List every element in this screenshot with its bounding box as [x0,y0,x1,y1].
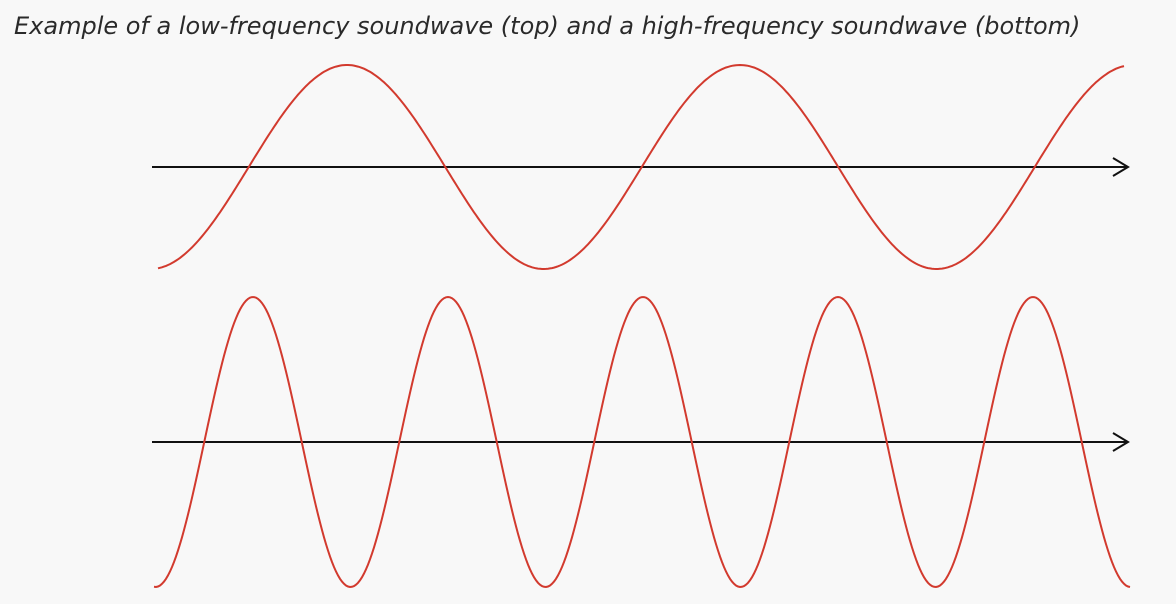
high-frequency-wave [153,295,1131,589]
low-frequency-wave [157,63,1125,270]
top-axis-arrowhead [1112,157,1130,177]
low-frequency-panel [152,63,1130,270]
bottom-axis-arrowhead [1112,432,1130,452]
high-frequency-panel [152,295,1131,589]
figure-caption: Example of a low-frequency soundwave (to… [14,12,1081,40]
